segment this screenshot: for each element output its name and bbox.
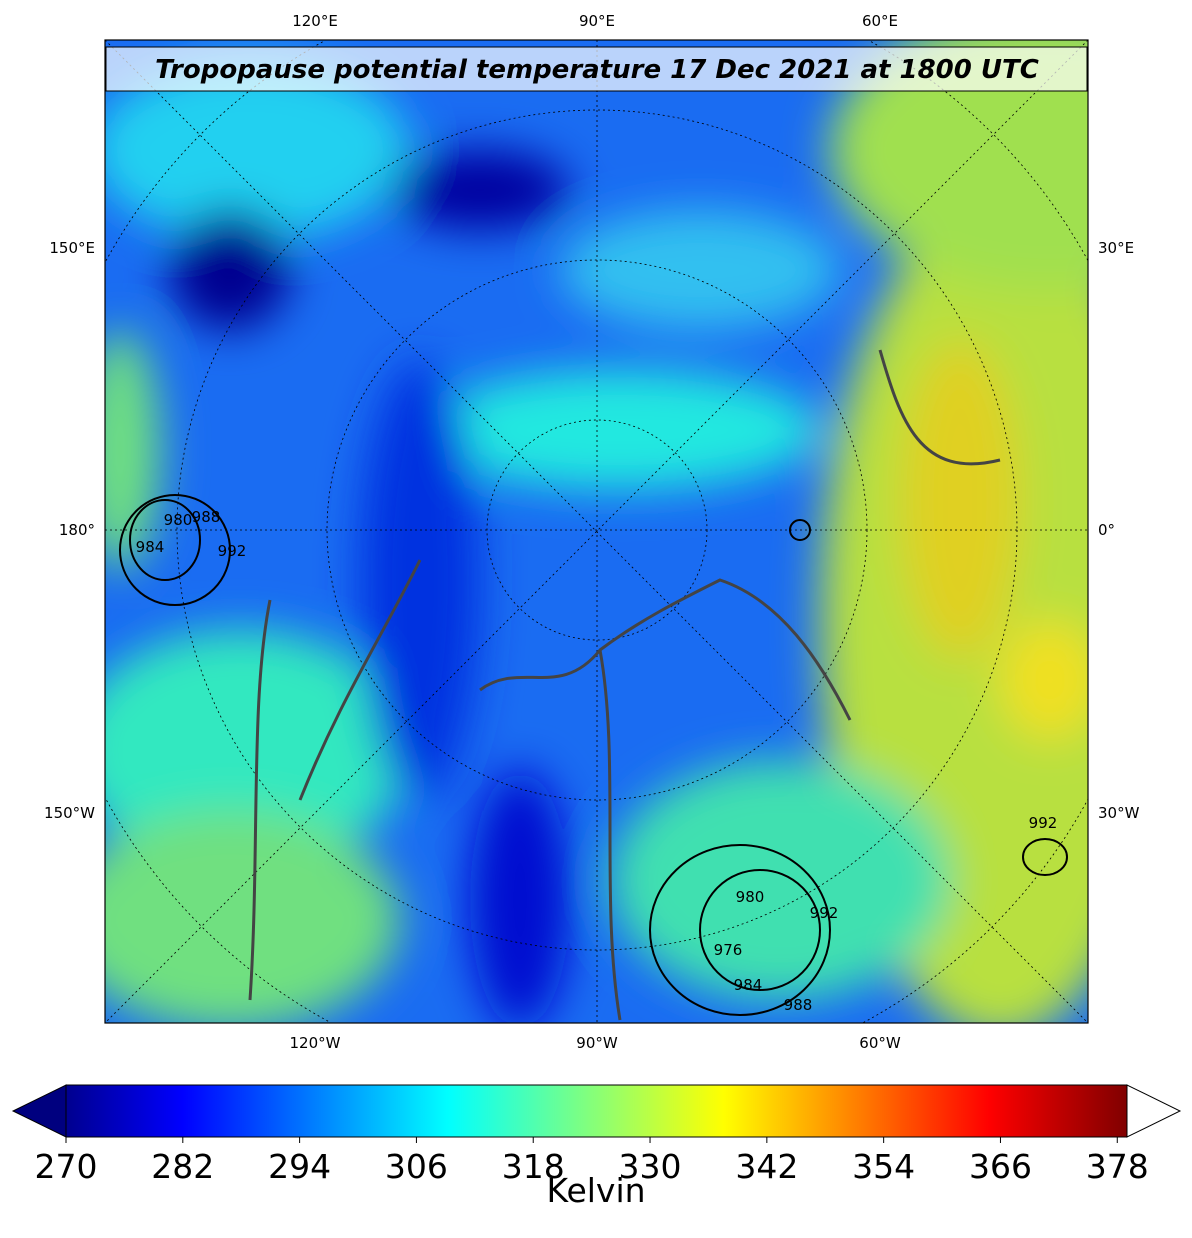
- pressure-label: 988: [784, 996, 813, 1014]
- colorbar-tick-label: 282: [151, 1147, 214, 1186]
- lon-label: 120°E: [292, 12, 338, 30]
- pressure-label: 992: [1029, 814, 1058, 832]
- title-box: [105, 46, 1088, 92]
- lon-label: 30°E: [1098, 239, 1134, 257]
- colorbar-tick-label: 354: [852, 1147, 915, 1186]
- lon-label: 90°W: [576, 1034, 618, 1052]
- lon-label: 150°W: [44, 804, 95, 822]
- lon-label: 150°E: [49, 239, 95, 257]
- pressure-label: 976: [714, 941, 743, 959]
- lon-label: 90°E: [579, 12, 615, 30]
- colorbar-tick-label: 378: [1086, 1147, 1149, 1186]
- colorbar-tick-label: 270: [35, 1147, 98, 1186]
- lon-label: 180°: [59, 521, 95, 539]
- pressure-label: 980: [164, 511, 193, 529]
- colorbar-tick-label: 342: [735, 1147, 798, 1186]
- lon-label: 30°W: [1098, 804, 1140, 822]
- lon-label: 120°W: [290, 1034, 341, 1052]
- pressure-label: 988: [192, 508, 221, 526]
- colorbar-tick-label: 330: [619, 1147, 682, 1186]
- colorbar-tick-label: 306: [385, 1147, 448, 1186]
- colorbar-extend-low: [11, 1084, 67, 1138]
- lon-label: 60°E: [862, 12, 898, 30]
- title: Tropopause potential temperature 17 Dec …: [155, 55, 1039, 85]
- pressure-label: 992: [810, 904, 839, 922]
- colorbar-tick-label: 294: [268, 1147, 331, 1186]
- pressure-label: 980: [736, 888, 765, 906]
- lon-label: 60°W: [859, 1034, 901, 1052]
- map-field: [105, 40, 1088, 1023]
- pressure-label: 984: [734, 976, 763, 994]
- pressure-label: 992: [218, 542, 247, 560]
- colorbar-tick-label: 366: [969, 1147, 1032, 1186]
- pressure-label: 984: [136, 538, 165, 556]
- map-frame: [104, 39, 1089, 1024]
- colorbar: [65, 1084, 1128, 1138]
- colorbar-label: Kelvin: [546, 1171, 645, 1210]
- lon-label: 0°: [1098, 521, 1115, 539]
- colorbar-extend-high: [1126, 1084, 1182, 1138]
- colorbar-tick-label: 318: [502, 1147, 565, 1186]
